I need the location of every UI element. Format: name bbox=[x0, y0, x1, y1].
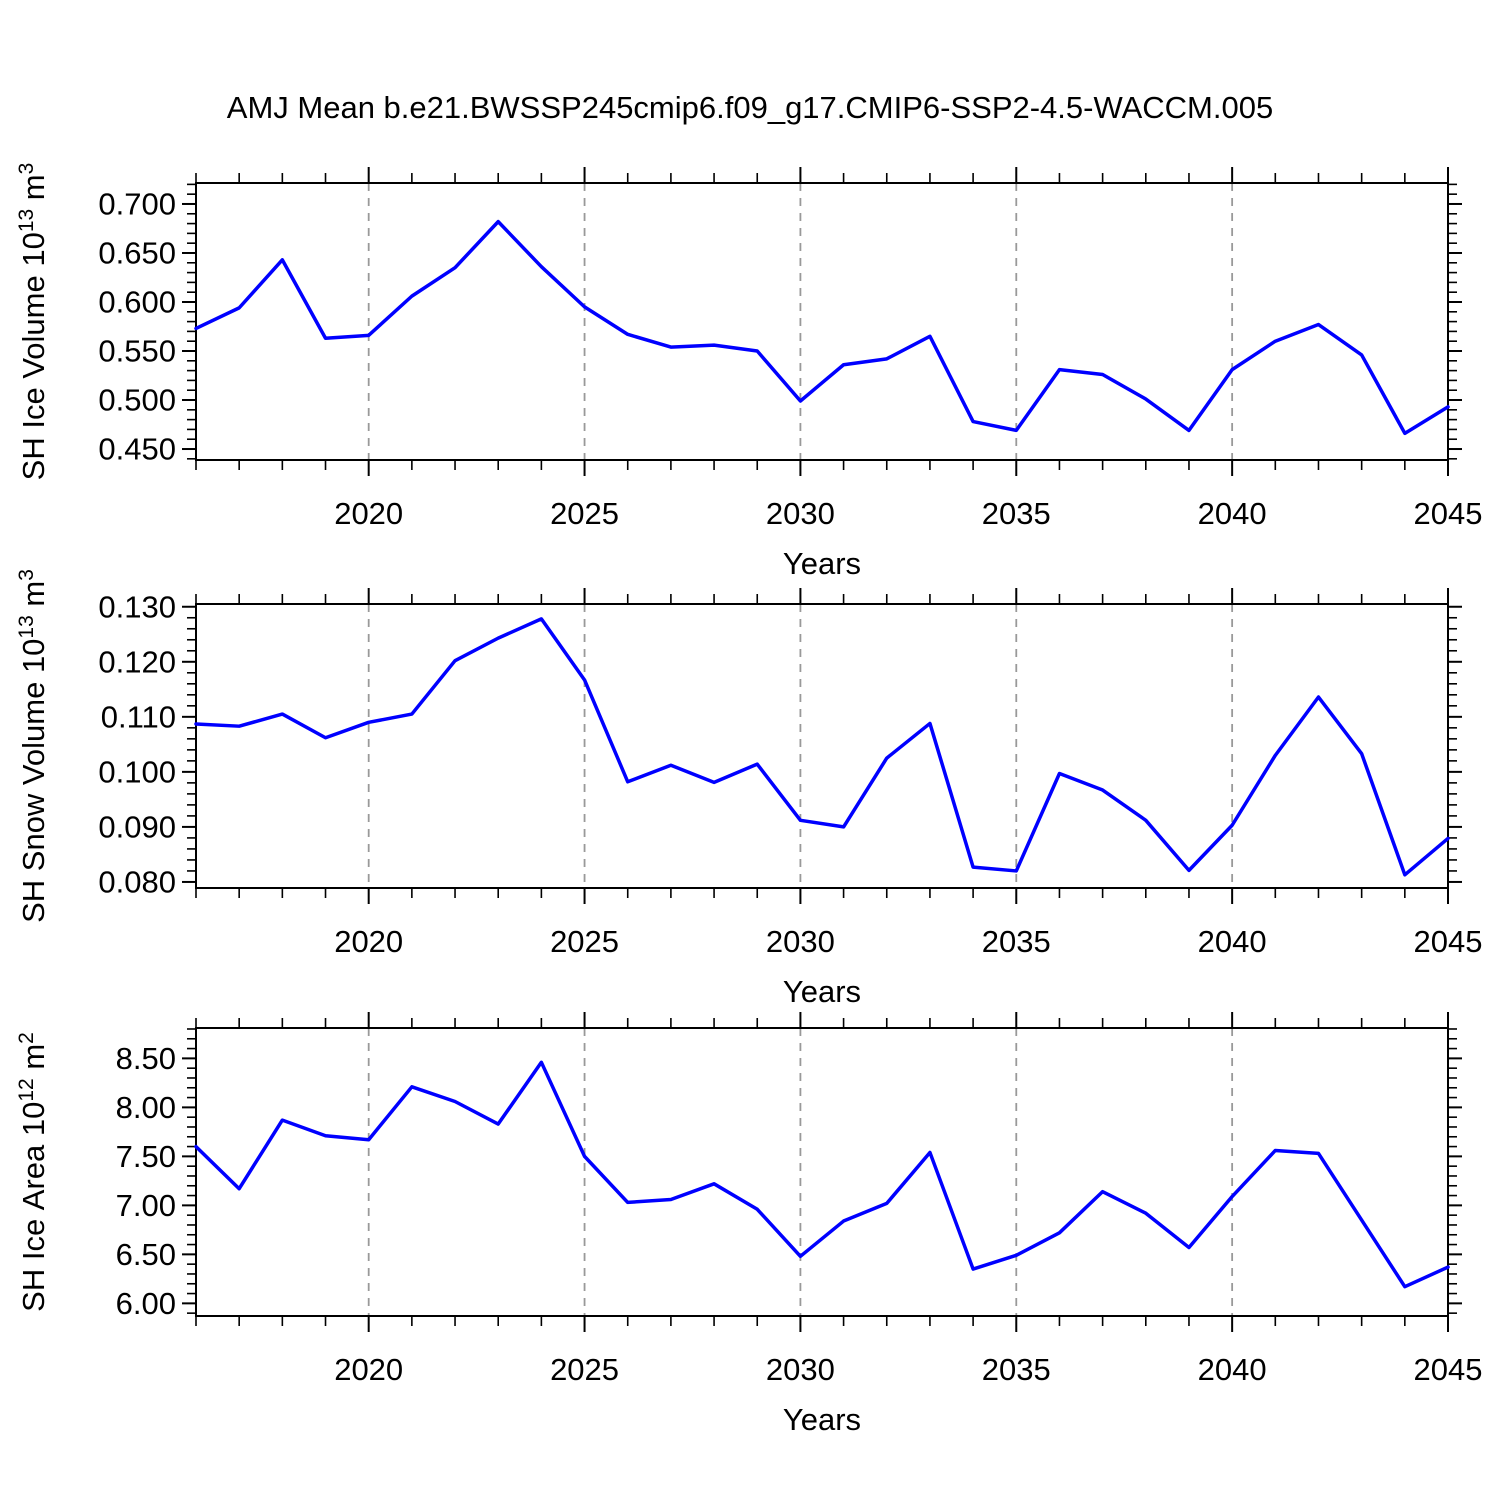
x-tick-label: 2040 bbox=[1198, 496, 1267, 531]
y-tick-label: 7.50 bbox=[116, 1139, 176, 1174]
x-tick-label: 2030 bbox=[766, 496, 835, 531]
y-tick-label: 8.00 bbox=[116, 1090, 176, 1125]
y-tick-label: 0.120 bbox=[98, 644, 176, 679]
x-tick-label: 2025 bbox=[550, 1352, 619, 1387]
x-tick-label: 2025 bbox=[550, 496, 619, 531]
sh-ice-volume-line bbox=[194, 219, 1450, 436]
x-tick-label: 2030 bbox=[766, 924, 835, 959]
x-tick-label: 2035 bbox=[982, 924, 1051, 959]
y-axis-title: SH Snow Volume 1013 m3 bbox=[15, 569, 51, 923]
plot-frame bbox=[195, 603, 1449, 889]
y-tick-label: 6.00 bbox=[116, 1286, 176, 1321]
y-tick-label: 0.600 bbox=[98, 284, 176, 319]
sh-ice-area-panel: 6.00 6.50 7.00 7.50 8.00 8.50 2020 2025 2030 2035… bbox=[15, 1012, 1482, 1437]
plot-frame bbox=[195, 1027, 1449, 1317]
y-tick-label: 0.700 bbox=[98, 186, 176, 221]
sh-snow-volume-line bbox=[194, 617, 1450, 877]
y-axis-title: SH Ice Volume 1013 m3 bbox=[15, 163, 51, 481]
y-tick-label: 7.00 bbox=[116, 1188, 176, 1223]
y-tick-label: 8.50 bbox=[116, 1041, 176, 1076]
x-tick-label: 2030 bbox=[766, 1352, 835, 1387]
y-tick-label: 0.550 bbox=[98, 334, 176, 369]
x-tick-label: 2035 bbox=[982, 1352, 1051, 1387]
x-tick-label: 2045 bbox=[1414, 1352, 1483, 1387]
sh-snow-volume-panel: 0.080 0.090 0.100 0.110 0.120 0.130 2020 2025 20… bbox=[15, 569, 1482, 1009]
y-tick-label: 6.50 bbox=[116, 1237, 176, 1272]
x-tick-label: 2025 bbox=[550, 924, 619, 959]
y-tick-label: 0.500 bbox=[98, 383, 176, 418]
y-tick-label: 0.100 bbox=[98, 754, 176, 789]
y-axis-title: SH Ice Area 1012 m2 bbox=[15, 1032, 51, 1312]
y-tick-label: 0.450 bbox=[98, 432, 176, 467]
x-tick-label: 2020 bbox=[334, 1352, 403, 1387]
x-tick-label: 2035 bbox=[982, 496, 1051, 531]
x-tick-label: 2020 bbox=[334, 924, 403, 959]
y-tick-label: 0.080 bbox=[98, 864, 176, 899]
y-tick-label: 0.090 bbox=[98, 809, 176, 844]
x-tick-label: 2020 bbox=[334, 496, 403, 531]
x-tick-label: 2040 bbox=[1198, 1352, 1267, 1387]
sh-ice-area-line bbox=[194, 1060, 1450, 1289]
y-tick-label: 0.130 bbox=[98, 589, 176, 624]
x-tick-label: 2045 bbox=[1414, 924, 1483, 959]
x-axis-title: Years bbox=[783, 974, 861, 1009]
x-axis-title: Years bbox=[783, 546, 861, 581]
chart-title: AMJ Mean b.e21.BWSSP245cmip6.f09_g17.CMI… bbox=[226, 90, 1274, 125]
x-axis-title: Years bbox=[783, 1402, 861, 1437]
sh-ice-volume-panel: 0.450 0.500 0.550 0.600 0.650 0.700 2020 2025 20… bbox=[15, 163, 1482, 581]
y-tick-label: 0.110 bbox=[101, 699, 176, 734]
x-tick-label: 2040 bbox=[1198, 924, 1267, 959]
y-tick-label: 0.650 bbox=[98, 235, 176, 270]
x-tick-label: 2045 bbox=[1414, 496, 1483, 531]
